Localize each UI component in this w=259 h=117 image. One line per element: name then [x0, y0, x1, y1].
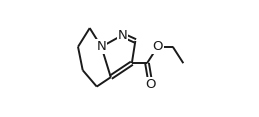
Text: O: O	[145, 78, 156, 91]
Text: O: O	[152, 40, 163, 53]
Text: N: N	[97, 40, 106, 53]
Text: N: N	[118, 29, 127, 42]
